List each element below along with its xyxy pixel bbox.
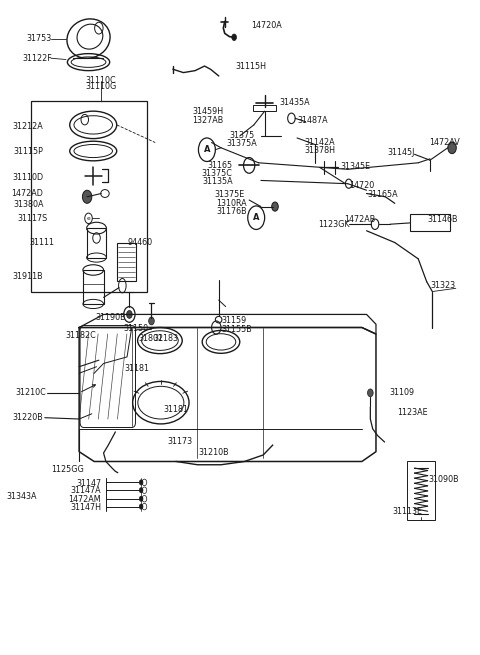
Text: 31110C: 31110C — [86, 76, 117, 85]
Text: A: A — [204, 145, 210, 154]
Text: 31753: 31753 — [27, 34, 52, 43]
Text: 1125GG: 1125GG — [51, 466, 84, 474]
Circle shape — [232, 34, 237, 41]
Text: 1310RA: 1310RA — [216, 199, 247, 208]
Text: 31345E: 31345E — [341, 162, 371, 170]
Text: 31210C: 31210C — [15, 388, 46, 398]
Bar — [117, 243, 136, 281]
Text: 31150: 31150 — [124, 324, 149, 333]
Text: 31147H: 31147H — [70, 504, 101, 512]
Text: 31117S: 31117S — [17, 214, 47, 223]
Text: 31343A: 31343A — [6, 492, 37, 500]
Text: 31115P: 31115P — [13, 147, 43, 155]
Text: 31375: 31375 — [229, 132, 255, 140]
Circle shape — [448, 142, 456, 154]
Text: 1123AE: 1123AE — [397, 408, 428, 417]
Text: e: e — [87, 216, 90, 221]
Text: 31183: 31183 — [154, 334, 179, 343]
Text: 31165: 31165 — [207, 161, 233, 170]
Text: 14720: 14720 — [349, 181, 374, 189]
Text: 31111: 31111 — [29, 238, 54, 247]
Text: 31142A: 31142A — [305, 138, 335, 147]
Text: 31110D: 31110D — [12, 173, 43, 181]
Text: 31323: 31323 — [431, 280, 456, 290]
Text: 31159: 31159 — [222, 316, 247, 326]
Text: 1327AB: 1327AB — [192, 116, 223, 125]
Circle shape — [139, 487, 143, 493]
Text: 1472AV: 1472AV — [429, 138, 459, 147]
Text: 1123GK: 1123GK — [319, 220, 350, 229]
Text: 14720A: 14720A — [252, 21, 282, 30]
Text: 31212A: 31212A — [12, 122, 43, 131]
Text: 31110G: 31110G — [85, 83, 117, 92]
Circle shape — [127, 310, 132, 318]
Text: 31435A: 31435A — [280, 98, 310, 107]
Text: 1472AD: 1472AD — [12, 189, 43, 198]
Text: 94460: 94460 — [127, 238, 152, 247]
FancyArrowPatch shape — [82, 384, 96, 392]
Text: 31113E: 31113E — [393, 508, 423, 516]
Text: 31181: 31181 — [125, 364, 150, 373]
Text: 31375A: 31375A — [227, 140, 257, 148]
Circle shape — [139, 504, 143, 509]
Text: 31135A: 31135A — [202, 178, 233, 186]
Circle shape — [272, 202, 278, 211]
Text: 31487A: 31487A — [297, 116, 328, 125]
Text: 31145J: 31145J — [387, 149, 415, 157]
Text: 31210B: 31210B — [199, 449, 229, 457]
Text: 31375C: 31375C — [202, 169, 233, 178]
Bar — [407, 462, 435, 520]
Text: 31173: 31173 — [167, 438, 192, 446]
Text: 31190B: 31190B — [96, 312, 126, 322]
Text: 31459H: 31459H — [192, 107, 223, 117]
Bar — [253, 105, 276, 111]
Text: 31115H: 31115H — [235, 62, 266, 71]
Circle shape — [83, 190, 92, 203]
Text: 31155B: 31155B — [222, 325, 252, 334]
Bar — [31, 101, 147, 291]
Text: 1472AB: 1472AB — [344, 215, 375, 224]
Text: 31375E: 31375E — [214, 191, 244, 199]
Text: 31380A: 31380A — [13, 200, 43, 209]
Text: 31090B: 31090B — [429, 475, 459, 483]
Text: A: A — [253, 213, 260, 222]
Bar — [83, 270, 104, 304]
Text: 31181: 31181 — [164, 405, 189, 414]
Text: 31911B: 31911B — [13, 272, 43, 281]
Text: 31147: 31147 — [76, 479, 101, 487]
Text: 31165A: 31165A — [368, 191, 398, 199]
Text: 31802: 31802 — [138, 334, 163, 343]
Text: 31220B: 31220B — [12, 413, 43, 422]
Text: 31109: 31109 — [389, 388, 414, 398]
Text: 31378H: 31378H — [305, 146, 336, 155]
Text: 31182C: 31182C — [66, 331, 96, 341]
Bar — [410, 214, 450, 231]
Text: 1472AM: 1472AM — [69, 495, 101, 504]
Circle shape — [368, 389, 373, 397]
Text: 31176B: 31176B — [216, 208, 247, 216]
Circle shape — [139, 480, 143, 485]
Text: 31147A: 31147A — [71, 487, 101, 495]
Text: 31146B: 31146B — [428, 215, 458, 224]
Circle shape — [139, 496, 143, 501]
Text: 31122F: 31122F — [22, 54, 52, 63]
Circle shape — [149, 317, 154, 325]
Bar — [87, 228, 107, 257]
